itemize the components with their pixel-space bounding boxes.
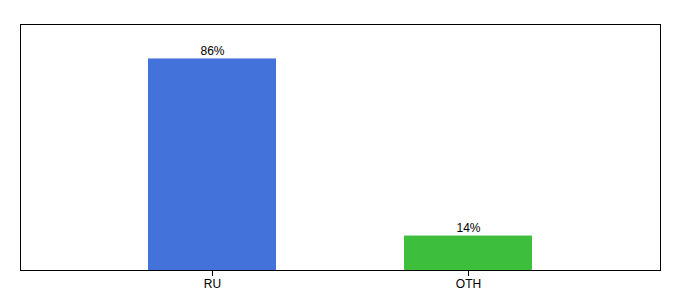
svg-text:14%: 14% bbox=[456, 221, 480, 235]
svg-text:86%: 86% bbox=[200, 44, 224, 58]
svg-text:RU: RU bbox=[204, 277, 221, 291]
svg-text:OTH: OTH bbox=[456, 277, 481, 291]
